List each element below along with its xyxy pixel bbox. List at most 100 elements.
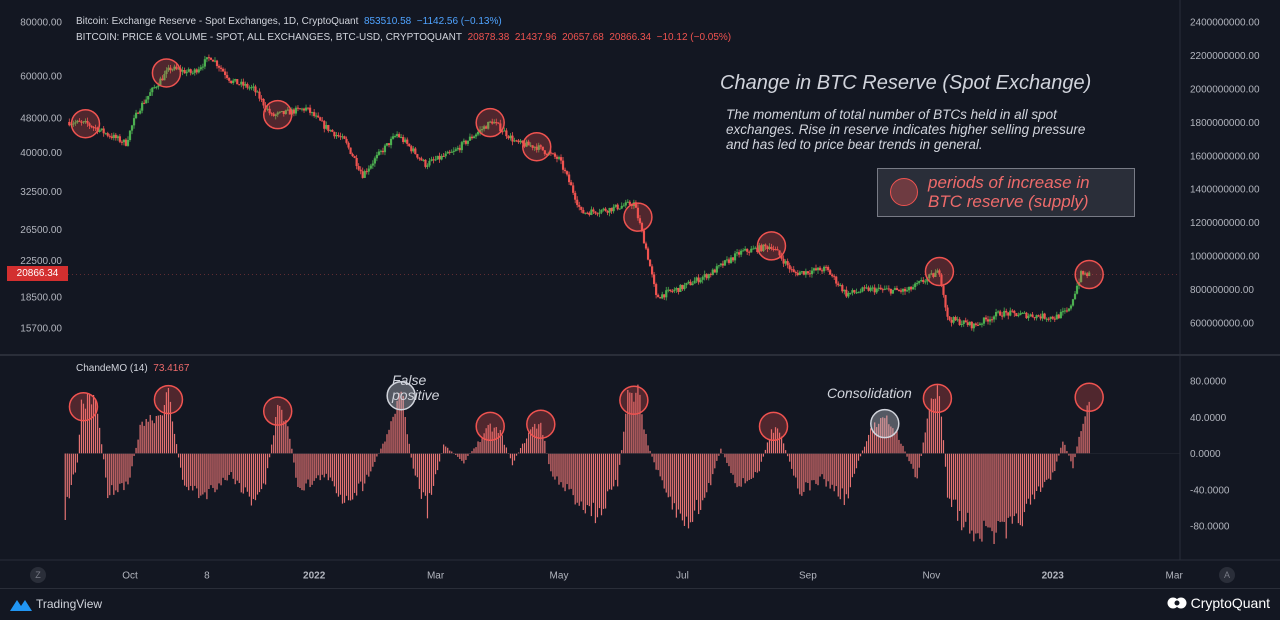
cmo-bar bbox=[497, 433, 499, 454]
price-candle bbox=[404, 139, 407, 143]
cmo-bar bbox=[333, 453, 335, 487]
cmo-axis-tick-label: 0.0000 bbox=[1190, 449, 1221, 460]
cmo-bar bbox=[289, 438, 291, 454]
cmo-bar bbox=[726, 453, 728, 463]
price-candle bbox=[778, 250, 781, 256]
cmo-bar bbox=[186, 453, 188, 487]
cmo-bar bbox=[920, 453, 922, 457]
cmo-bar bbox=[103, 453, 105, 460]
cmo-bar bbox=[882, 417, 884, 454]
cmo-bar bbox=[797, 453, 799, 489]
price-candle bbox=[1023, 312, 1026, 314]
cmo-bar bbox=[287, 426, 289, 454]
cmo-bar bbox=[928, 409, 930, 454]
cmo-bar bbox=[230, 453, 232, 473]
price-candle bbox=[691, 283, 694, 286]
cmo-highlight-circle bbox=[619, 385, 649, 415]
cryptoquant-label: CryptoQuant bbox=[1190, 595, 1270, 611]
price-candle bbox=[713, 269, 716, 273]
price-candle bbox=[495, 122, 498, 124]
cmo-bar bbox=[926, 418, 928, 454]
price-candle bbox=[839, 285, 842, 287]
cmo-bar bbox=[760, 453, 762, 462]
price-candle bbox=[695, 277, 698, 281]
cmo-bar bbox=[578, 453, 580, 506]
price-candle bbox=[450, 151, 453, 153]
price-candle bbox=[1011, 310, 1014, 312]
price-candle bbox=[292, 109, 296, 114]
legend-line-1-value: 853510.58 bbox=[363, 16, 412, 27]
price-candle bbox=[246, 84, 249, 88]
price-candle bbox=[849, 292, 852, 294]
cmo-bar bbox=[728, 453, 730, 467]
cmo-bar bbox=[1082, 423, 1084, 454]
price-candle bbox=[483, 126, 486, 130]
price-candle bbox=[711, 269, 714, 276]
annotation-body-line: The momentum of total number of BTCs hel… bbox=[726, 107, 1057, 122]
price-candle bbox=[705, 274, 708, 279]
price-candle bbox=[1045, 318, 1048, 320]
price-candle bbox=[679, 284, 682, 292]
price-candle bbox=[673, 289, 676, 292]
cmo-bar bbox=[625, 413, 627, 454]
cmo-highlight-circle bbox=[153, 384, 184, 415]
price-candle bbox=[1063, 310, 1066, 312]
price-candle bbox=[859, 291, 862, 293]
cmo-bar bbox=[72, 453, 74, 475]
price-candle bbox=[608, 207, 611, 213]
tradingview-label: TradingView bbox=[36, 597, 103, 611]
cmo-bar bbox=[101, 444, 103, 454]
price-candle bbox=[1019, 313, 1022, 316]
cmo-bar bbox=[445, 446, 447, 454]
tradingview-brand[interactable]: TradingView bbox=[10, 597, 102, 611]
price-candle bbox=[930, 273, 933, 275]
cmo-bar bbox=[240, 453, 242, 493]
cmo-bar bbox=[789, 453, 791, 462]
price-candle bbox=[434, 159, 437, 161]
price-candle bbox=[1061, 311, 1064, 313]
price-candle bbox=[944, 294, 947, 308]
price-candle bbox=[735, 252, 739, 254]
price-candle bbox=[90, 125, 93, 128]
cmo-highlight-circle bbox=[1074, 382, 1104, 413]
cmo-bar bbox=[1066, 451, 1068, 454]
price-candle bbox=[687, 281, 690, 283]
price-candle bbox=[487, 121, 490, 129]
cmo-bar bbox=[105, 453, 107, 478]
price-candle bbox=[978, 323, 982, 325]
legend-box-line-1: periods of increase in bbox=[928, 173, 1090, 192]
price-candle bbox=[355, 157, 358, 167]
price-candle bbox=[970, 321, 973, 329]
cmo-bar bbox=[795, 453, 797, 478]
cmo-bar bbox=[246, 453, 248, 492]
price-candle bbox=[539, 145, 542, 147]
price-candle bbox=[709, 274, 712, 276]
price-candle bbox=[1047, 318, 1050, 320]
cmo-bar bbox=[206, 453, 208, 500]
zoom-out-button[interactable]: Z bbox=[30, 567, 46, 583]
price-candle bbox=[760, 245, 763, 252]
price-candle bbox=[234, 79, 237, 81]
price-candle bbox=[843, 289, 846, 292]
cmo-bar bbox=[675, 453, 677, 518]
price-candle bbox=[335, 134, 338, 137]
price-candle bbox=[195, 69, 198, 73]
price-candle bbox=[616, 204, 619, 210]
left-axis-tick-label: 32500.00 bbox=[20, 187, 62, 198]
cmo-bar bbox=[368, 453, 370, 477]
cmo-bar bbox=[402, 395, 404, 454]
cmo-bar bbox=[942, 440, 945, 454]
cmo-bar bbox=[436, 453, 439, 471]
cmo-bar bbox=[687, 453, 690, 529]
cmo-bar bbox=[835, 453, 837, 487]
auto-scale-button[interactable]: A bbox=[1219, 567, 1235, 583]
time-axis-label: 8 bbox=[204, 571, 210, 582]
price-candle bbox=[369, 165, 372, 169]
price-candle bbox=[136, 112, 140, 114]
cryptoquant-brand[interactable]: CryptoQuant bbox=[1167, 595, 1270, 611]
cmo-bar bbox=[145, 419, 147, 454]
cmo-bar bbox=[959, 453, 961, 511]
right-axis-tick-label: 1400000000.00 bbox=[1190, 185, 1260, 196]
cmo-bar bbox=[485, 428, 487, 454]
